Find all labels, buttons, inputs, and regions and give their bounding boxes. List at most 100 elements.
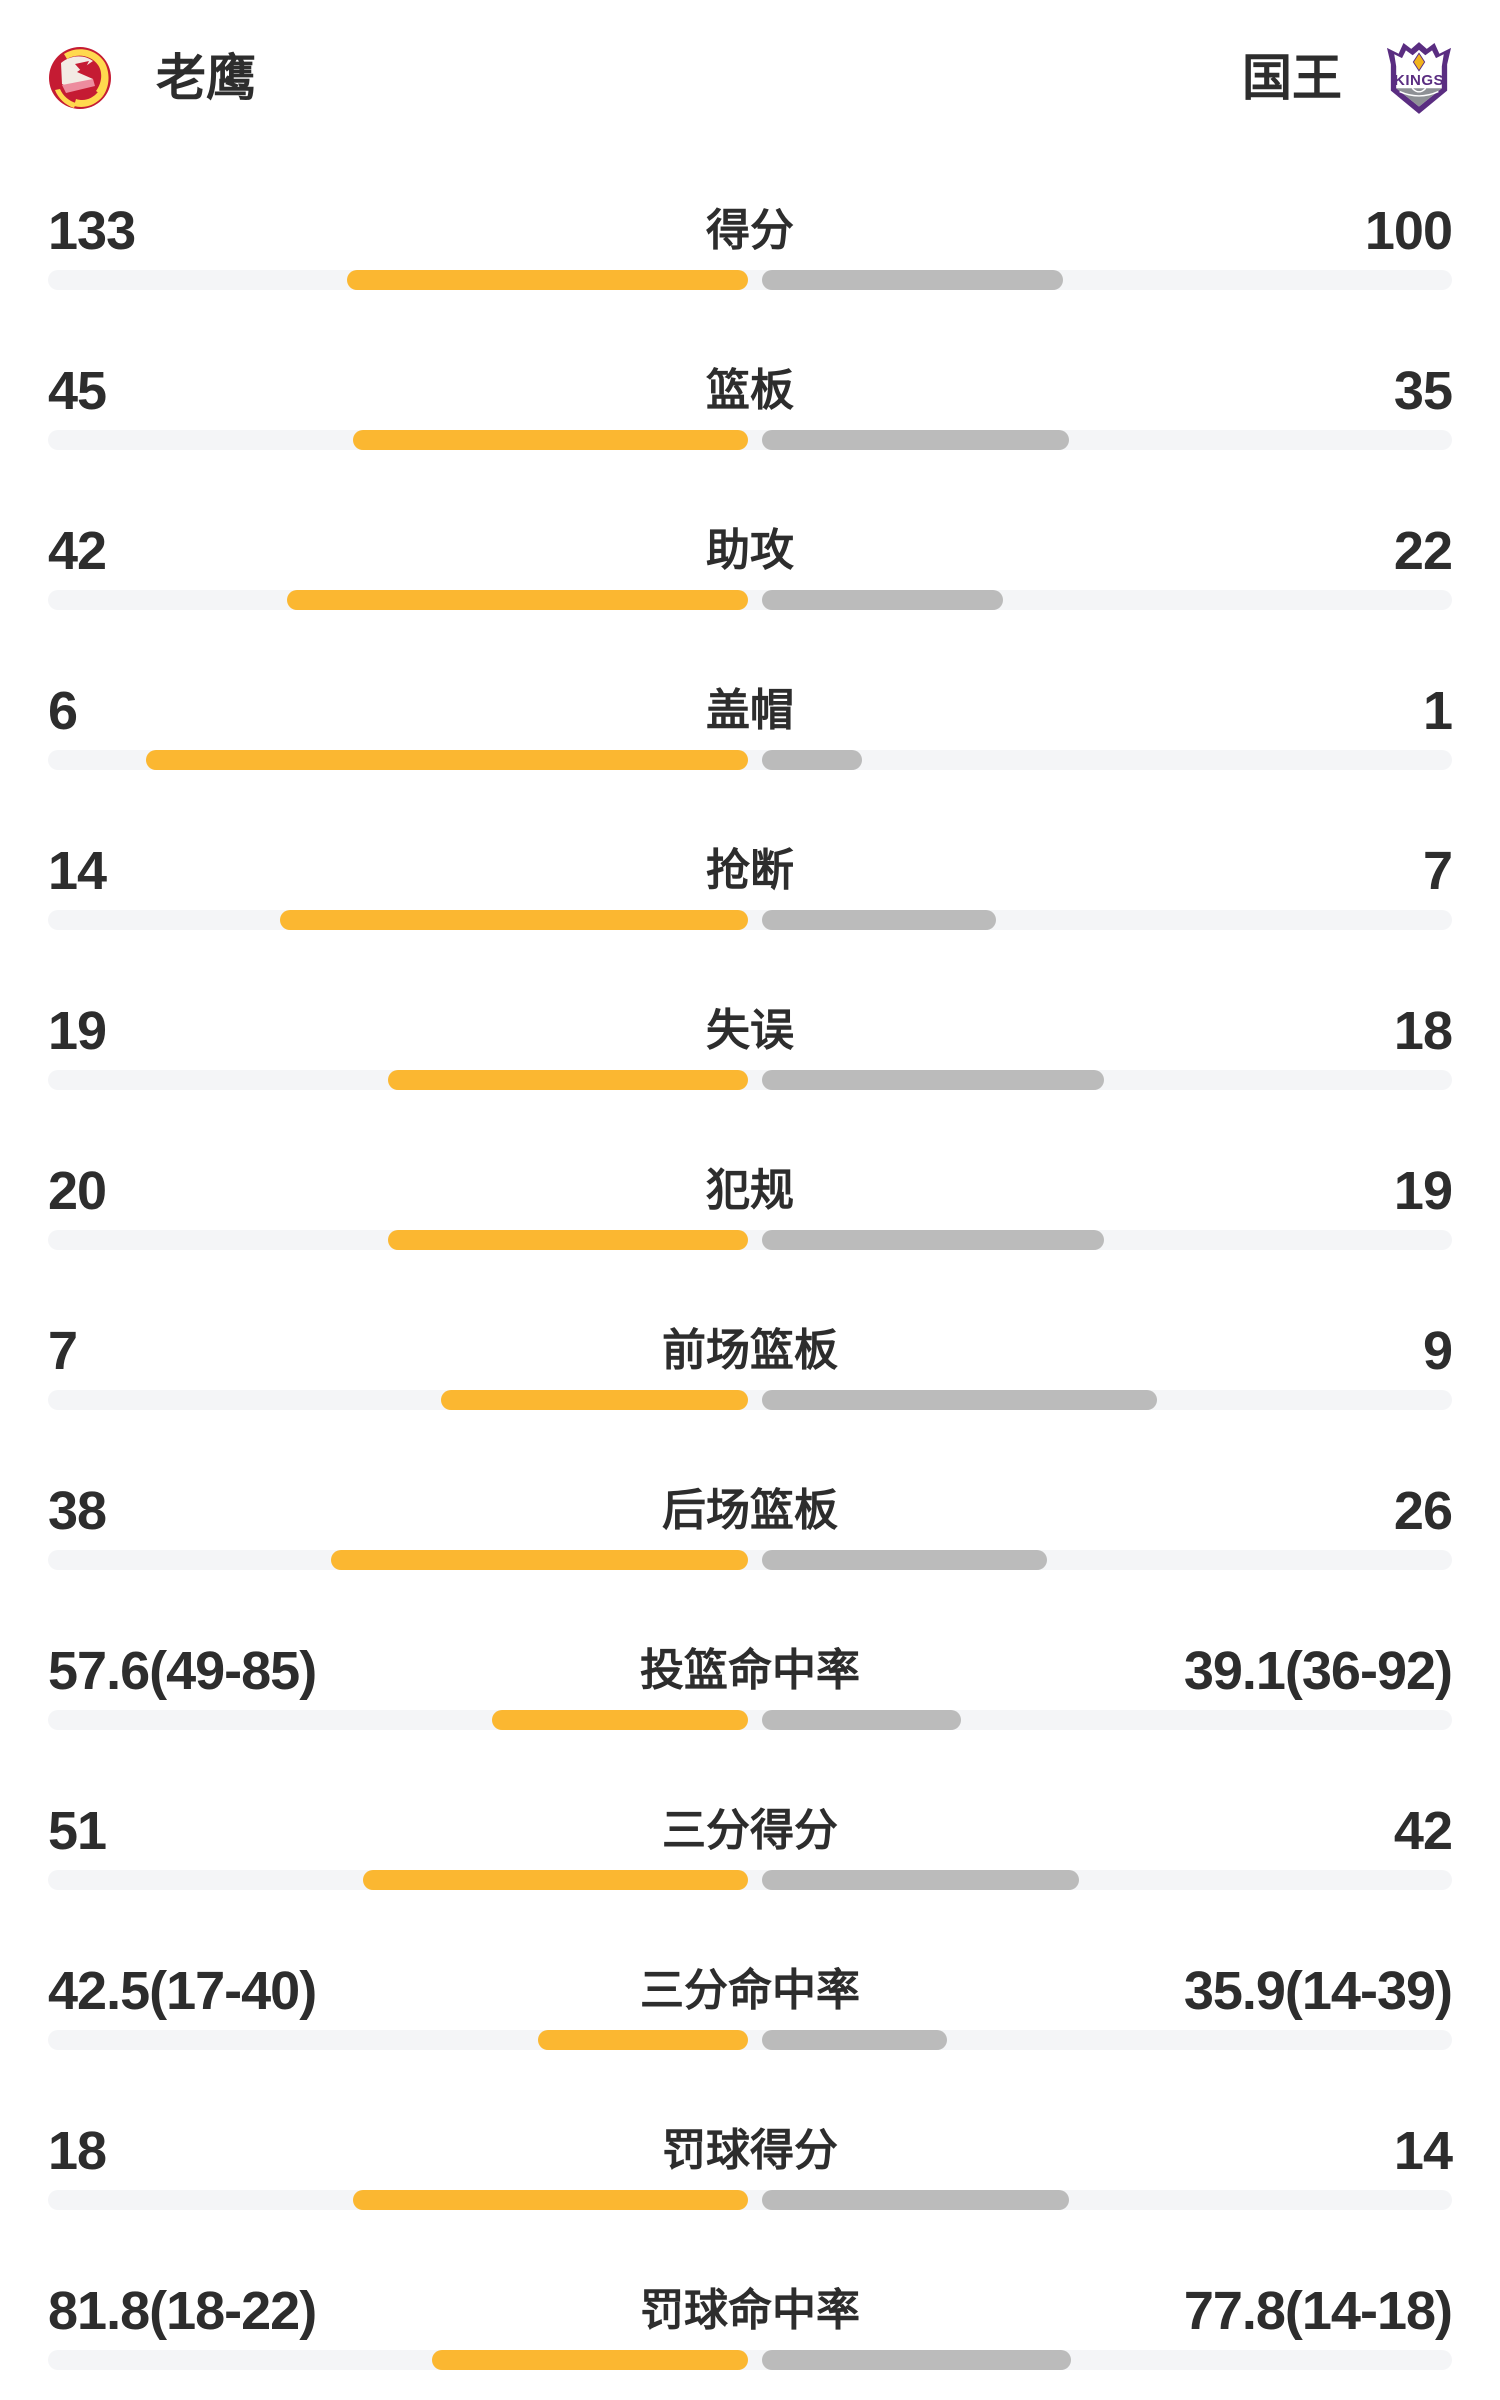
bar-track bbox=[48, 2350, 1452, 2370]
home-stat-bar bbox=[353, 2190, 748, 2210]
header: 老鹰 KINGS 国王 bbox=[48, 40, 1452, 116]
home-stat-value: 81.8(18-22) bbox=[48, 2281, 317, 2341]
away-stat-value: 35 bbox=[1393, 361, 1453, 421]
away-stat-value: 77.8(14-18) bbox=[1183, 2281, 1453, 2341]
bar-track bbox=[48, 2030, 1452, 2050]
stat-row: 45 篮板 35 bbox=[48, 361, 1453, 525]
away-stat-value: 9 bbox=[1422, 1321, 1453, 1381]
home-stat-bar bbox=[353, 430, 748, 450]
stat-values-line: 133 得分 100 bbox=[48, 201, 1453, 261]
hawks-logo-icon bbox=[49, 47, 111, 109]
away-stat-bar bbox=[762, 1390, 1157, 1410]
home-stat-bar bbox=[287, 590, 748, 610]
stat-label: 犯规 bbox=[706, 1166, 794, 1215]
away-stat-value: 35.9(14-39) bbox=[1183, 1961, 1453, 2021]
away-team-name: 国王 bbox=[1242, 50, 1342, 106]
stat-label: 得分 bbox=[706, 206, 794, 255]
stat-values-line: 7 前场篮板 9 bbox=[48, 1321, 1453, 1381]
home-stat-value: 45 bbox=[48, 361, 107, 421]
stat-row: 14 抢断 7 bbox=[48, 841, 1453, 1005]
away-stat-value: 39.1(36-92) bbox=[1183, 1641, 1453, 1701]
bar-track bbox=[48, 1390, 1452, 1410]
away-stat-bar bbox=[762, 270, 1063, 290]
home-stat-bar bbox=[538, 2030, 748, 2050]
home-stat-value: 20 bbox=[48, 1161, 107, 1221]
home-stat-value: 18 bbox=[48, 2121, 107, 2181]
stat-values-line: 38 后场篮板 26 bbox=[48, 1481, 1453, 1541]
stat-row: 6 盖帽 1 bbox=[48, 681, 1453, 845]
away-stat-bar bbox=[762, 1710, 961, 1730]
home-stat-value: 42.5(17-40) bbox=[48, 1961, 317, 2021]
stat-row: 7 前场篮板 9 bbox=[48, 1321, 1453, 1485]
home-stat-value: 51 bbox=[48, 1801, 107, 1861]
home-stat-bar bbox=[347, 270, 748, 290]
home-stat-value: 38 bbox=[48, 1481, 107, 1541]
home-stat-value: 133 bbox=[48, 201, 136, 261]
stat-row: 81.8(18-22) 罚球命中率 77.8(14-18) bbox=[48, 2281, 1453, 2400]
away-stat-value: 42 bbox=[1393, 1801, 1453, 1861]
bar-track bbox=[48, 910, 1452, 930]
home-stat-bar bbox=[331, 1550, 748, 1570]
stat-row: 133 得分 100 bbox=[48, 201, 1453, 365]
stat-label: 投篮命中率 bbox=[640, 1646, 860, 1695]
bar-track bbox=[48, 1870, 1452, 1890]
bar-track bbox=[48, 1710, 1452, 1730]
away-team-header[interactable]: KINGS 国王 bbox=[1242, 41, 1452, 115]
bar-track bbox=[48, 1230, 1452, 1250]
bar-track bbox=[48, 1550, 1452, 1570]
bar-track bbox=[48, 590, 1452, 610]
home-team-header[interactable]: 老鹰 bbox=[48, 46, 256, 110]
home-stat-bar bbox=[280, 910, 748, 930]
stat-values-line: 18 罚球得分 14 bbox=[48, 2121, 1453, 2181]
stat-label: 盖帽 bbox=[706, 686, 794, 735]
stat-label: 罚球命中率 bbox=[640, 2286, 860, 2335]
away-stat-value: 19 bbox=[1393, 1161, 1453, 1221]
stats-list: 133 得分 100 45 篮板 35 42 助攻 22 6 盖帽 1 bbox=[48, 201, 1453, 2370]
away-stat-bar bbox=[762, 2190, 1069, 2210]
home-stat-value: 57.6(49-85) bbox=[48, 1641, 317, 1701]
away-stat-bar bbox=[762, 910, 996, 930]
away-stat-value: 1 bbox=[1422, 681, 1453, 741]
stat-row: 57.6(49-85) 投篮命中率 39.1(36-92) bbox=[48, 1641, 1453, 1805]
stat-values-line: 42.5(17-40) 三分命中率 35.9(14-39) bbox=[48, 1961, 1453, 2021]
stat-row: 42 助攻 22 bbox=[48, 521, 1453, 685]
stat-label: 抢断 bbox=[706, 846, 794, 895]
kings-logo-text: KINGS bbox=[1394, 72, 1444, 89]
stat-row: 18 罚球得分 14 bbox=[48, 2121, 1453, 2285]
home-stat-bar bbox=[363, 1870, 748, 1890]
away-stat-bar bbox=[762, 590, 1003, 610]
stat-row: 20 犯规 19 bbox=[48, 1161, 1453, 1325]
away-stat-bar bbox=[762, 2350, 1071, 2370]
home-stat-bar bbox=[388, 1070, 748, 1090]
stat-row: 19 失误 18 bbox=[48, 1001, 1453, 1165]
stat-label: 罚球得分 bbox=[662, 2126, 838, 2175]
home-stat-bar bbox=[441, 1390, 748, 1410]
kings-logo-icon: KINGS bbox=[1386, 42, 1452, 114]
stat-label: 篮板 bbox=[706, 366, 794, 415]
stat-values-line: 42 助攻 22 bbox=[48, 521, 1453, 581]
home-stat-value: 42 bbox=[48, 521, 107, 581]
away-stat-value: 14 bbox=[1393, 2121, 1453, 2181]
bar-track bbox=[48, 430, 1452, 450]
stat-values-line: 81.8(18-22) 罚球命中率 77.8(14-18) bbox=[48, 2281, 1453, 2341]
stat-values-line: 57.6(49-85) 投篮命中率 39.1(36-92) bbox=[48, 1641, 1453, 1701]
away-stat-value: 7 bbox=[1422, 841, 1453, 901]
away-stat-bar bbox=[762, 1230, 1104, 1250]
stat-values-line: 20 犯规 19 bbox=[48, 1161, 1453, 1221]
away-stat-value: 22 bbox=[1393, 521, 1453, 581]
home-stat-bar bbox=[146, 750, 748, 770]
away-stat-bar bbox=[762, 2030, 947, 2050]
home-stat-value: 7 bbox=[48, 1321, 78, 1381]
away-stat-value: 100 bbox=[1364, 201, 1453, 261]
bar-track bbox=[48, 2190, 1452, 2210]
away-stat-bar bbox=[762, 1550, 1047, 1570]
away-stat-bar bbox=[762, 1870, 1079, 1890]
away-stat-value: 18 bbox=[1393, 1001, 1453, 1061]
stat-row: 42.5(17-40) 三分命中率 35.9(14-39) bbox=[48, 1961, 1453, 2125]
home-stat-value: 19 bbox=[48, 1001, 107, 1061]
stat-values-line: 14 抢断 7 bbox=[48, 841, 1453, 901]
stat-row: 38 后场篮板 26 bbox=[48, 1481, 1453, 1645]
home-stat-bar bbox=[432, 2350, 748, 2370]
home-stat-value: 14 bbox=[48, 841, 107, 901]
